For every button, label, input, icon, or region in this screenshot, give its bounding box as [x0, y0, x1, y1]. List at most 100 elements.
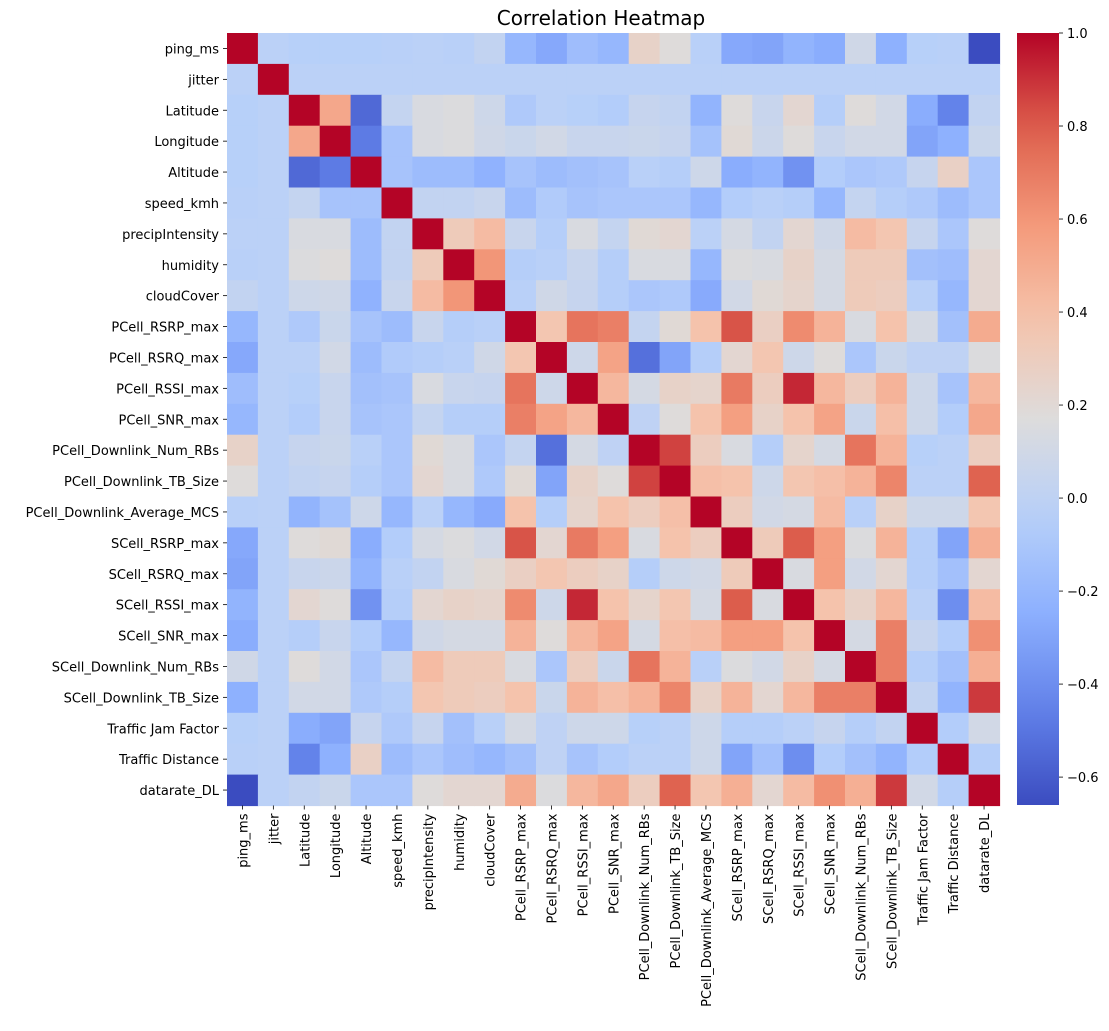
- heatmap-cell: [443, 774, 475, 807]
- heatmap-cell: [350, 125, 383, 158]
- heatmap-cell: [443, 342, 475, 374]
- heatmap-cell: [752, 403, 784, 436]
- heatmap-cell: [257, 589, 290, 621]
- heatmap-cell: [814, 403, 846, 436]
- heatmap-cell: [845, 743, 877, 776]
- heatmap-cell: [381, 249, 413, 281]
- heatmap-cell: [721, 434, 753, 467]
- y-tick-label: ping_ms: [165, 42, 220, 57]
- heatmap-cell: [690, 249, 722, 281]
- heatmap-cell: [566, 33, 599, 65]
- heatmap-cell: [659, 496, 692, 528]
- heatmap-cell: [227, 620, 259, 652]
- heatmap-cell: [566, 63, 599, 96]
- heatmap-cell: [381, 558, 413, 590]
- heatmap-cell: [814, 712, 846, 745]
- heatmap-cell: [474, 218, 506, 250]
- heatmap-cell: [505, 434, 537, 467]
- heatmap-cell: [288, 681, 321, 714]
- heatmap-cell: [906, 620, 939, 652]
- heatmap-cell: [721, 527, 753, 559]
- colorbar-tick-label: 1.0: [1067, 27, 1088, 42]
- heatmap-cell: [597, 218, 630, 250]
- heatmap-cell: [505, 465, 537, 498]
- heatmap-cell: [721, 63, 753, 96]
- heatmap-cell: [566, 218, 599, 250]
- heatmap-cell: [721, 311, 753, 343]
- heatmap-cell: [412, 527, 444, 559]
- heatmap-cell: [721, 620, 753, 652]
- heatmap-cell: [875, 589, 908, 621]
- heatmap-cell: [628, 712, 661, 745]
- heatmap-cell: [628, 651, 661, 683]
- heatmap-cell: [319, 496, 352, 528]
- heatmap-cell: [783, 712, 815, 745]
- heatmap-cell: [845, 527, 877, 559]
- heatmap-cell: [937, 589, 970, 621]
- heatmap-cell: [350, 94, 383, 127]
- heatmap-cell: [257, 125, 290, 158]
- heatmap-cell: [566, 620, 599, 652]
- heatmap-cell: [412, 403, 444, 436]
- x-tick-label: Traffic Jam Factor: [916, 813, 931, 926]
- heatmap-cell: [319, 620, 352, 652]
- heatmap-cell: [597, 33, 630, 65]
- heatmap-cell: [566, 187, 599, 219]
- heatmap-cell: [783, 465, 815, 498]
- heatmap-cell: [319, 527, 352, 559]
- heatmap-cell: [875, 94, 908, 127]
- heatmap-cell: [381, 187, 413, 219]
- heatmap-cell: [783, 342, 815, 374]
- heatmap-cell: [381, 280, 413, 312]
- y-tick-label: precipIntensity: [122, 228, 219, 243]
- heatmap-cell: [288, 558, 321, 590]
- y-tick-label: PCell_RSRQ_max: [109, 351, 219, 366]
- heatmap-cell: [597, 465, 630, 498]
- heatmap-cell: [536, 280, 568, 312]
- heatmap-cell: [566, 496, 599, 528]
- y-tick-label: SCell_RSSI_max: [116, 599, 220, 614]
- heatmap-cell: [752, 681, 784, 714]
- heatmap-cell: [536, 33, 568, 65]
- heatmap-cell: [937, 774, 970, 807]
- heatmap-cell: [814, 372, 846, 405]
- heatmap-cell: [783, 249, 815, 281]
- heatmap-cell: [319, 249, 352, 281]
- heatmap-cell: [690, 620, 722, 652]
- heatmap-cell: [814, 434, 846, 467]
- y-tick-label: datarate_DL: [140, 784, 220, 799]
- heatmap-cell: [937, 403, 970, 436]
- heatmap-cell: [412, 651, 444, 683]
- heatmap-cell: [814, 249, 846, 281]
- heatmap-cell: [659, 125, 692, 158]
- heatmap-cell: [288, 342, 321, 374]
- heatmap-cell: [505, 280, 537, 312]
- heatmap-cell: [690, 94, 722, 127]
- heatmap-cell: [659, 681, 692, 714]
- heatmap-cell: [628, 774, 661, 807]
- heatmap-cell: [906, 311, 939, 343]
- heatmap-cell: [227, 465, 259, 498]
- heatmap-cell: [566, 558, 599, 590]
- heatmap-cell: [968, 187, 1001, 219]
- y-tick-label: PCell_RSSI_max: [116, 382, 219, 397]
- heatmap-cell: [536, 527, 568, 559]
- heatmap-cell: [752, 280, 784, 312]
- heatmap-cell: [412, 94, 444, 127]
- heatmap-cell: [350, 558, 383, 590]
- heatmap-cell: [783, 558, 815, 590]
- heatmap-cell: [350, 249, 383, 281]
- heatmap-cell: [690, 125, 722, 158]
- heatmap-cells: [227, 33, 1001, 807]
- heatmap-cell: [443, 403, 475, 436]
- heatmap-cell: [690, 33, 722, 65]
- heatmap-cell: [968, 774, 1001, 807]
- heatmap-cell: [566, 311, 599, 343]
- heatmap-cell: [721, 681, 753, 714]
- heatmap-cell: [597, 681, 630, 714]
- heatmap-cell: [906, 342, 939, 374]
- heatmap-cell: [566, 280, 599, 312]
- heatmap-cell: [350, 712, 383, 745]
- x-tick-label: SCell_SNR_max: [824, 813, 839, 914]
- heatmap-cell: [227, 527, 259, 559]
